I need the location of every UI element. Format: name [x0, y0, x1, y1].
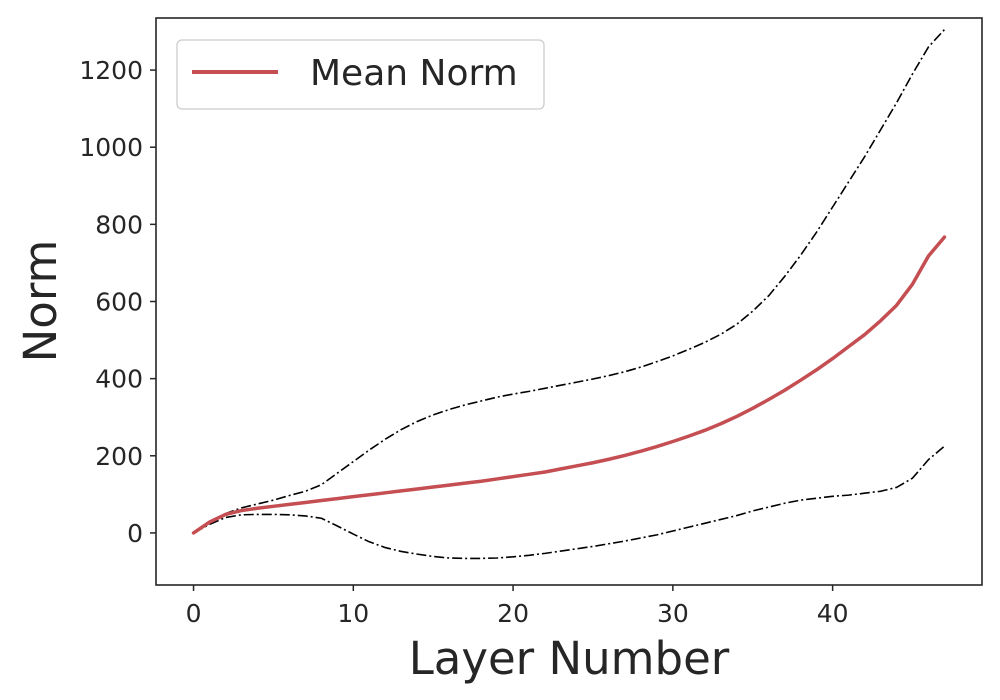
y-tick-label: 1200 — [79, 56, 143, 85]
plot-frame — [155, 17, 983, 586]
x-tick-label: 40 — [817, 599, 849, 628]
series-line-lower — [193, 445, 945, 560]
series-line-upper — [193, 29, 946, 534]
y-tick-label: 400 — [95, 365, 143, 394]
y-axis-label: Norm — [14, 240, 67, 363]
y-tick-label: 200 — [95, 442, 143, 471]
y-tick-label: 600 — [95, 288, 143, 317]
x-tick-label: 10 — [337, 599, 369, 628]
series-line-mean — [191, 235, 947, 535]
x-tick-label: 0 — [186, 599, 202, 628]
legend: Mean Norm — [176, 39, 545, 110]
legend-label-mean-norm: Mean Norm — [310, 53, 518, 94]
x-tick-label: 20 — [497, 599, 529, 628]
series-layer — [191, 29, 947, 560]
x-tick-label: 30 — [657, 599, 689, 628]
legend-box — [176, 39, 545, 110]
y-tick-label: 1000 — [79, 133, 143, 162]
y-tick-label: 800 — [95, 210, 143, 239]
x-axis-label: Layer Number — [409, 632, 730, 685]
y-tick-label: 0 — [127, 519, 143, 548]
